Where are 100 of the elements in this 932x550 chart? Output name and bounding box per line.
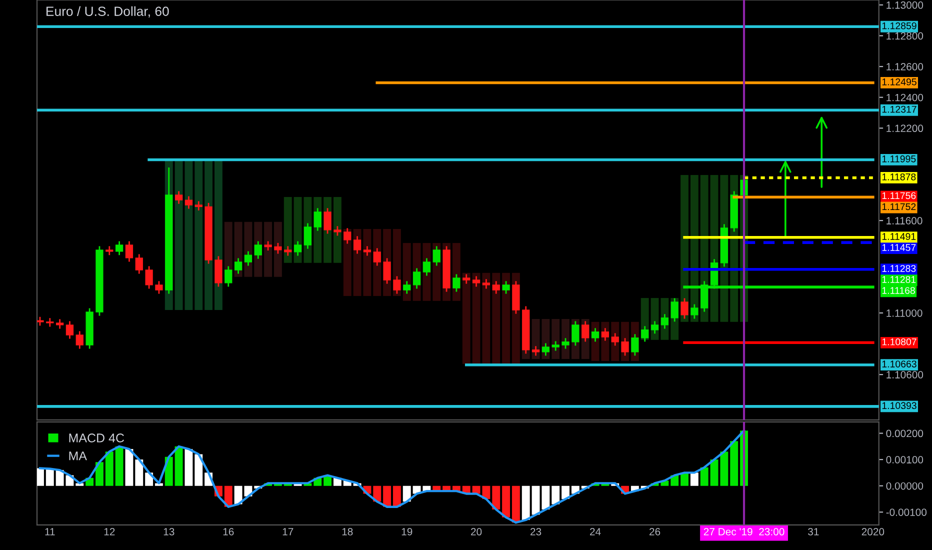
candlestick [472,276,480,287]
bar [96,462,104,486]
x-tick-label: 16 [223,528,234,536]
bar [482,486,490,499]
x-tick-label: 11 [45,528,55,536]
x-tick-label: 23 [530,528,542,536]
candlestick [194,201,202,210]
bar [105,452,114,486]
candlestick [650,321,659,334]
legend-label: MA [69,452,87,460]
candlestick [234,258,242,274]
y-tick-label: 1.11600 [886,217,922,224]
data-label: 1.11491 [882,233,916,240]
candlestick [393,276,401,294]
x-tick-label: 13 [164,528,174,536]
x-tick-label: 26 [650,528,660,536]
y-tick-label: -0.00100 [886,508,927,516]
bar [552,486,560,504]
bar [522,486,530,520]
y-tick-label: 1.11000 [886,309,922,317]
data-label: 1.10807 [882,338,916,346]
bar [542,486,550,510]
candlestick [542,343,550,356]
ref-line-label: 1.12859 [882,22,916,30]
candlestick [552,341,560,351]
bar [194,159,203,310]
candlestick [462,274,470,284]
candlestick [214,256,222,287]
bar [492,486,500,510]
candlestick [611,333,619,346]
x-tick-label: 19 [402,528,412,536]
bar [532,486,540,515]
y-tick-label: 1.10600 [886,371,924,378]
data-label: 1.11168 [882,287,915,294]
candlestick [422,258,431,276]
y-tick-label: 1.13000 [886,1,924,9]
x-tick-label: 18 [342,528,353,536]
bar [284,196,292,263]
bar [37,468,44,486]
chart-title: Euro / U.S. Dollar, 60 [46,6,169,18]
ref-line-label: 1.10393 [882,402,916,410]
bar [402,486,411,502]
candlestick [66,321,74,339]
candlestick [184,196,193,209]
x-tick-label: 2020 [862,528,884,536]
candlestick [155,281,163,294]
candlestick [125,241,134,262]
text: 1.11281 [882,276,916,283]
candlestick [680,298,688,319]
bar [194,454,203,486]
y-tick-label: 1.12200 [886,124,924,132]
candlestick [115,241,124,256]
candlestick [244,251,252,266]
line-series [38,430,746,524]
y-tick-label: 0.00200 [886,430,924,438]
candlestick [502,281,510,294]
text: 1.11756 [882,192,916,200]
x-tick-label: 24 [590,528,601,536]
data-label: 1.11283 [882,265,916,272]
data-label: 1.12495 [882,78,916,86]
data-label: 1.11995 [882,155,916,162]
bar [462,272,470,364]
bar [46,468,54,486]
candlestick [403,281,411,294]
candlestick [46,318,54,327]
bar [720,452,728,486]
data-label: 1.11878 [882,173,916,180]
bar [135,460,144,486]
x-tick-label: 31 [808,528,819,536]
bar [184,159,193,310]
data-label: 1.10663 [882,360,916,368]
x-tick-label: 12 [104,528,115,536]
ref-line-label: 1.12317 [882,106,916,113]
bar [115,446,124,486]
bar [174,159,183,310]
data-label: 1.11457 [882,244,916,251]
data-label: 1.11752 [882,203,916,210]
bar [333,196,342,263]
candlestick [76,331,84,349]
candlestick [562,338,570,349]
candlestick [254,241,262,259]
candlestick [492,281,500,294]
candlestick [344,228,352,244]
candlestick [174,191,183,204]
candlestick [601,328,610,341]
candlestick [135,254,143,274]
bar [274,222,282,277]
y-tick-label: 1.12600 [886,63,924,70]
candlestick [452,274,460,292]
y-tick-label: 1.12800 [886,32,924,40]
bar [373,486,382,502]
bar [700,467,708,486]
bar [730,441,738,486]
bar [482,272,490,364]
bar [710,460,718,486]
bar [492,272,500,364]
candlestick [353,236,362,254]
bar [174,446,183,486]
candlestick [294,241,302,256]
bar [264,222,272,277]
